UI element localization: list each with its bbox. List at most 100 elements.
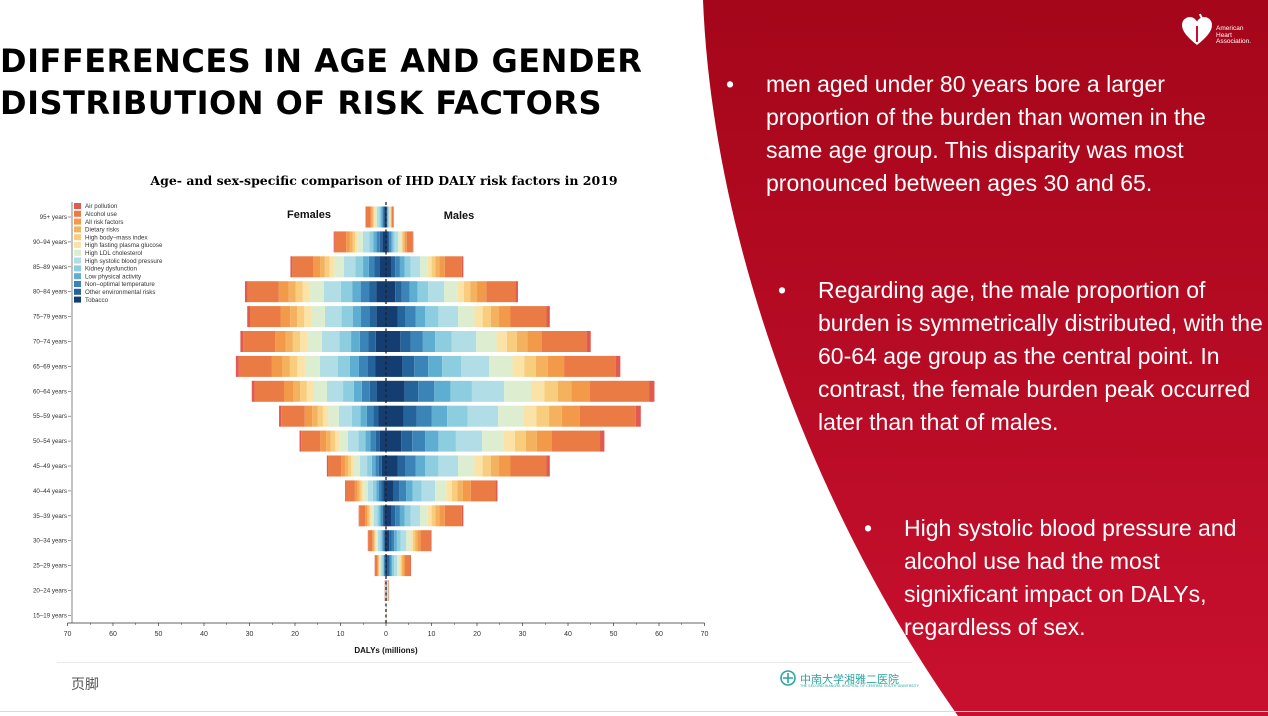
- bar-female-kidney-dysfunction: [382, 555, 384, 577]
- bar-female-alcohol-use: [243, 331, 276, 352]
- bar-female-high-ldl-cholesterol: [309, 281, 324, 303]
- bar-female-tobacco: [381, 455, 386, 477]
- bar-female-all-risk-factors: [346, 231, 350, 253]
- bar-male-high-systolic-blood-pressure: [438, 306, 459, 328]
- bar-female-kidney-dysfunction: [337, 355, 350, 377]
- bar-female-alcohol-use: [374, 555, 378, 577]
- y-tick-label: 15–19 years: [33, 612, 67, 619]
- bar-male-alcohol-use: [486, 281, 516, 303]
- bar-female-alcohol-use: [238, 355, 272, 377]
- bar-female-high-fasting-plasma-glucose: [304, 306, 312, 328]
- y-tick-label: 45–49 years: [33, 463, 67, 470]
- bar-female-alcohol-use: [247, 281, 279, 303]
- bar-female-alcohol-use: [250, 306, 281, 328]
- legend-label: Air pollution: [85, 203, 118, 210]
- bar-female-other-environmental-risks: [379, 231, 383, 253]
- y-tick-label: 65–69 years: [33, 363, 67, 370]
- bar-female-tobacco: [384, 206, 386, 228]
- bar-male-non-optimal-temperature: [389, 555, 391, 577]
- bar-male-high-ldl-cholesterol: [489, 355, 513, 377]
- bar-female-non-optimal-temperature: [361, 380, 370, 402]
- bar-male-air-pollution: [410, 555, 412, 577]
- bar-male-kidney-dysfunction: [417, 281, 429, 303]
- bar-male-kidney-dysfunction: [425, 455, 439, 477]
- bar-female-all-risk-factors: [271, 355, 283, 377]
- bar-female-high-body-mass-index: [289, 355, 298, 377]
- x-tick-label: 40: [564, 631, 572, 638]
- y-tick-label: 55–59 years: [33, 413, 67, 420]
- bar-female-non-optimal-temperature: [382, 530, 384, 552]
- bar-male-high-ldl-cholesterol: [398, 231, 401, 253]
- bar-male-kidney-dysfunction: [404, 256, 411, 278]
- legend-label: High fasting plasma glucose: [85, 242, 163, 249]
- legend-swatch: [74, 226, 81, 233]
- bar-female-air-pollution: [247, 306, 251, 328]
- bar-male-kidney-dysfunction: [442, 355, 461, 377]
- bar-female-kidney-dysfunction: [369, 231, 374, 253]
- bar-male-all-risk-factors: [547, 355, 565, 377]
- bar-male-air-pollution: [515, 281, 518, 303]
- bar-female-non-optimal-temperature: [370, 430, 376, 452]
- y-tick-label: 70–74 years: [33, 339, 67, 346]
- bar-male-kidney-dysfunction: [435, 331, 452, 352]
- bar-female-air-pollution: [251, 380, 255, 402]
- bar-female-high-ldl-cholesterol: [328, 405, 339, 427]
- y-tick-label: 80–84 years: [33, 289, 67, 296]
- bar-male-high-body-mass-index: [451, 480, 458, 502]
- bar-female-high-systolic-blood-pressure: [324, 306, 342, 328]
- bar-male-other-environmental-risks: [389, 530, 392, 552]
- bar-female-dietary-risks: [326, 430, 331, 452]
- bar-male-dietary-risks: [470, 281, 478, 303]
- bar-female-high-systolic-blood-pressure: [323, 281, 341, 303]
- bar-male-tobacco: [386, 281, 396, 303]
- bar-male-air-pollution: [461, 256, 464, 278]
- legend-swatch: [74, 296, 81, 303]
- y-tick-label: 40–44 years: [33, 488, 67, 495]
- bullet-3: • High systolic blood pressure and alcoh…: [864, 512, 1264, 652]
- bar-male-tobacco: [386, 256, 392, 278]
- bar-female-non-optimal-temperature: [375, 455, 379, 477]
- bar-female-air-pollution: [279, 405, 282, 427]
- bar-male-air-pollution: [615, 355, 621, 377]
- bar-female-kidney-dysfunction: [343, 380, 354, 402]
- y-axis-labels: 95+ years 90–94 years 85–89 years 80–84 yea…: [33, 214, 71, 619]
- bar-female-all-risk-factors: [365, 505, 368, 527]
- bar-male-dietary-risks: [403, 231, 405, 253]
- bar-male-low-physical-activity: [415, 306, 426, 328]
- bar-male-air-pollution: [430, 530, 432, 552]
- bar-female-all-risk-factors: [372, 530, 374, 552]
- bar-male-tobacco: [386, 455, 398, 477]
- hospital-subtitle: THE SECOND XIANGYA HOSPITAL OF CENTRAL S…: [800, 684, 919, 688]
- bar-female-alcohol-use: [368, 530, 373, 552]
- bar-male-kidney-dysfunction: [425, 306, 439, 328]
- bar-male-high-ldl-cholesterol: [482, 430, 504, 452]
- bar-female-tobacco: [375, 331, 386, 352]
- logo-wordmark: American Heart Association.: [1216, 25, 1251, 46]
- bar-female-high-body-mass-index: [330, 430, 335, 452]
- bar-male-high-systolic-blood-pressure: [421, 480, 436, 502]
- bar-female-other-environmental-risks: [374, 256, 380, 278]
- bar-male-other-environmental-risks: [397, 306, 406, 328]
- bar-female-other-environmental-risks: [373, 405, 379, 427]
- bar-female-high-body-mass-index: [352, 231, 356, 253]
- bar-female-air-pollution: [333, 231, 335, 253]
- bar-female-non-optimal-temperature: [366, 405, 374, 427]
- bar-male-high-body-mass-index: [463, 281, 471, 303]
- bar-male-low-physical-activity: [390, 231, 393, 253]
- bar-female-tobacco: [384, 505, 386, 527]
- bar-female-dietary-risks: [320, 256, 325, 278]
- bar-male-high-fasting-plasma-glucose: [400, 231, 403, 253]
- bar-female-high-systolic-blood-pressure: [319, 355, 338, 377]
- bar-female-alcohol-use: [292, 256, 314, 278]
- bar-male-kidney-dysfunction: [387, 206, 389, 228]
- bar-female-other-environmental-risks: [378, 455, 382, 477]
- legend-label: Alcohol use: [85, 211, 118, 218]
- bar-female-high-body-mass-index: [300, 380, 307, 402]
- bar-female-air-pollution: [345, 480, 346, 502]
- bar-female-high-ldl-cholesterol: [379, 555, 381, 577]
- bar-female-low-physical-activity: [349, 355, 359, 377]
- bar-female-high-fasting-plasma-glucose: [369, 505, 372, 527]
- bar-female-low-physical-activity: [383, 555, 384, 577]
- bar-female-low-physical-activity: [381, 206, 383, 228]
- legend-label: Tobacco: [85, 297, 109, 304]
